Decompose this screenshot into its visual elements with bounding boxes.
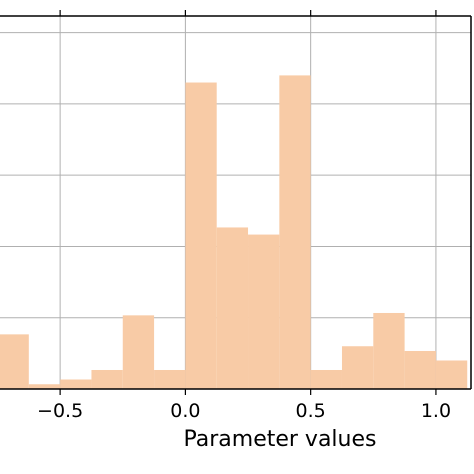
x-ticks: −0.5 0.0 0.5 1.0 <box>37 10 451 422</box>
x-tick-label: 0.5 <box>296 400 326 422</box>
histogram-bar <box>341 346 374 389</box>
histogram-bars <box>0 75 468 390</box>
x-tick-label: 1.0 <box>421 400 451 422</box>
histogram-bar <box>435 360 468 389</box>
histogram-bar <box>28 384 61 389</box>
histogram-bar <box>0 334 29 389</box>
histogram-bar <box>185 82 217 390</box>
histogram-bar <box>154 369 186 389</box>
histogram-bar <box>279 75 311 390</box>
histogram-bar <box>91 369 123 389</box>
histogram-bar <box>373 312 405 389</box>
histogram-bar <box>404 350 436 389</box>
histogram-bar <box>310 369 342 389</box>
axes <box>0 15 472 390</box>
x-tick-label: 0.0 <box>170 400 200 422</box>
histogram-bar <box>122 315 155 389</box>
histogram-bar <box>248 234 280 389</box>
histogram-bar <box>216 227 249 389</box>
x-tick-label: −0.5 <box>37 400 83 422</box>
x-axis-label: Parameter values <box>183 427 376 452</box>
histogram-bar <box>60 379 92 389</box>
